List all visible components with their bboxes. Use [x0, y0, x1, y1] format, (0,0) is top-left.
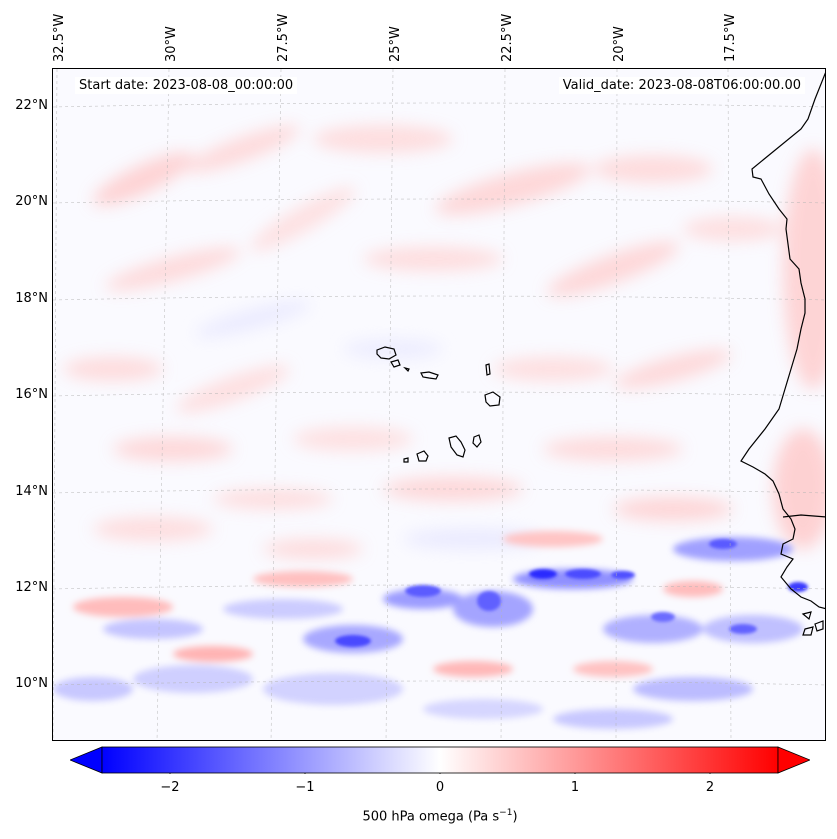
river-gambia — [782, 514, 825, 518]
start-date-label: Start date: 2023-08-08_00:00:00 — [75, 77, 298, 94]
lat-label-10n: 10°N — [15, 676, 48, 691]
lat-label-22n: 22°N — [15, 98, 48, 113]
island-sal — [485, 363, 491, 376]
lat-label-20n: 20°N — [15, 194, 48, 209]
island-santo-antao — [376, 346, 397, 360]
updraft-cores — [335, 539, 808, 647]
island-brava — [403, 457, 409, 463]
colorbar-title-end: ) — [512, 809, 518, 825]
colorbar-extend-max — [777, 746, 810, 774]
colorbar-ticks — [169, 773, 711, 774]
island-santiago — [448, 435, 466, 458]
lon-label-30w: 30°W — [164, 26, 179, 62]
island-fogo — [416, 450, 429, 462]
lat-label-14n: 14°N — [15, 484, 48, 499]
omega-map: Start date: 2023-08-08_00:00:00 Valid_da… — [52, 68, 826, 741]
colorbar-tick-1: 1 — [570, 780, 580, 795]
colorbar-tick-0: 0 — [435, 780, 445, 795]
lon-label-25w: 25°W — [388, 26, 403, 62]
island-boa-vista — [484, 391, 501, 407]
lon-label-17.5w: 17.5°W — [723, 13, 738, 62]
colorbar-title: 500 hPa omega (Pa s−1) — [0, 808, 837, 824]
island-sao-nicolau — [420, 371, 439, 380]
colorbar-extend-min — [70, 746, 103, 774]
island-sao-vicente — [390, 359, 401, 368]
omega-field-svg — [53, 69, 825, 740]
lon-label-32.5w: 32.5°W — [52, 13, 67, 62]
colorbar-body — [101, 746, 779, 774]
convective-band — [53, 531, 803, 729]
lat-label-16n: 16°N — [15, 387, 48, 402]
lon-label-27.5w: 27.5°W — [276, 13, 291, 62]
lat-label-18n: 18°N — [15, 291, 48, 306]
colorbar-tick-minus-1: −1 — [295, 780, 315, 795]
valid-date-label: Valid_date: 2023-08-08T06:00:00.00 — [558, 77, 805, 94]
colorbar — [70, 746, 810, 774]
colorbar-tick-minus-2: −2 — [160, 780, 180, 795]
colorbar-title-main: 500 hPa omega (Pa s — [362, 809, 500, 825]
lon-label-22.5w: 22.5°W — [500, 13, 515, 62]
colorbar-tick-2: 2 — [705, 780, 715, 795]
lat-label-12n: 12°N — [15, 580, 48, 595]
lon-label-20w: 20°W — [612, 26, 627, 62]
graticule — [53, 69, 825, 740]
bijagos-islands — [801, 611, 824, 636]
island-santa-luzia — [403, 366, 410, 373]
african-coast — [740, 72, 825, 610]
island-maio — [472, 434, 482, 448]
colorbar-title-sup: −1 — [499, 808, 513, 818]
weak-field — [63, 125, 825, 559]
coastlines — [376, 72, 825, 636]
